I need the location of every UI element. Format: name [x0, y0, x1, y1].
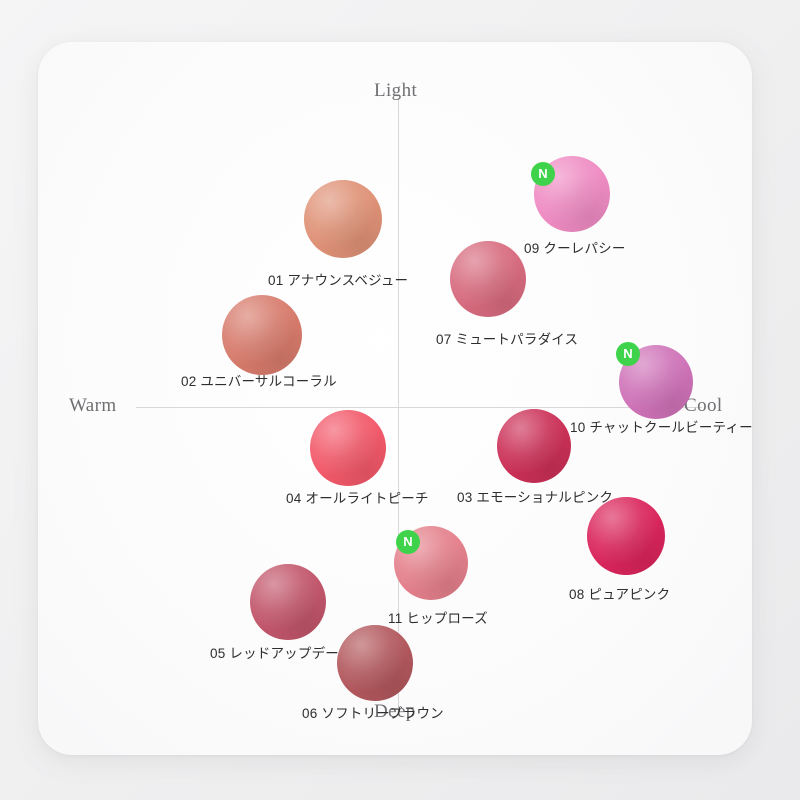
axis-label-cool: Cool [684, 395, 723, 416]
shade-swatch-02[interactable] [222, 295, 302, 375]
vertical-axis-line [398, 98, 399, 708]
shade-label-10: 10 チャットクールビーティー [570, 420, 752, 435]
swatch-gloss [337, 625, 413, 701]
shade-map-card: Light Deep Warm Cool 01 アナウンスベジュー 02 ユニバー… [38, 42, 752, 755]
shade-label-09: 09 クーレパシー [524, 241, 626, 256]
axis-label-light: Light [374, 80, 418, 101]
shade-swatch-09[interactable] [534, 156, 610, 232]
axis-label-warm: Warm [69, 395, 117, 416]
shade-swatch-06[interactable] [337, 625, 413, 701]
shade-swatch-01[interactable] [304, 180, 382, 258]
swatch-gloss [497, 409, 571, 483]
shade-label-02: 02 ユニバーサルコーラル [181, 374, 337, 389]
horizontal-axis-line [136, 407, 702, 408]
swatch-gloss [304, 180, 382, 258]
swatch-gloss [222, 295, 302, 375]
axis-label-deep: Deep [374, 701, 416, 722]
shade-swatch-08[interactable] [587, 497, 665, 575]
shade-swatch-05[interactable] [250, 564, 326, 640]
shade-label-05: 05 レッドアップデート [210, 646, 353, 661]
shade-swatch-04[interactable] [310, 410, 386, 486]
swatch-gloss [310, 410, 386, 486]
shade-label-11: 11 ヒップローズ [388, 611, 488, 626]
shade-label-06: 06 ソフトリーブラウン [302, 706, 444, 721]
new-badge-11: N [396, 530, 420, 554]
shade-label-08: 08 ピュアピンク [569, 587, 671, 602]
shade-swatch-11[interactable] [394, 526, 468, 600]
new-badge-09: N [531, 162, 555, 186]
shade-label-01: 01 アナウンスベジュー [268, 273, 409, 288]
shade-swatch-03[interactable] [497, 409, 571, 483]
swatch-gloss [587, 497, 665, 575]
shade-label-03: 03 エモーショナルピンク [457, 490, 614, 505]
shade-label-04: 04 オールライトピーチ [286, 491, 429, 506]
swatch-gloss [250, 564, 326, 640]
new-badge-10: N [616, 342, 640, 366]
shade-label-07: 07 ミュートパラダイス [436, 332, 579, 347]
shade-swatch-07[interactable] [450, 241, 526, 317]
swatch-gloss [450, 241, 526, 317]
